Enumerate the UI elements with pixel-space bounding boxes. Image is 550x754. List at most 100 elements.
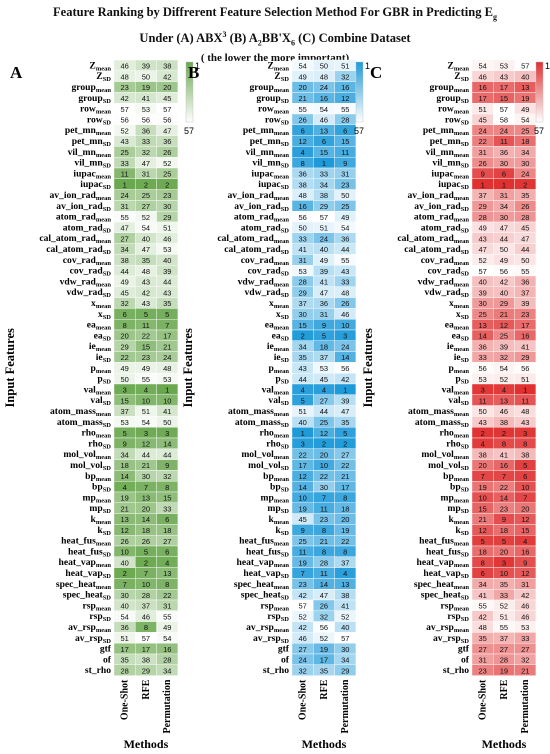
cell-value: 4	[523, 537, 527, 546]
cell-value: 29	[163, 213, 171, 222]
cell-value: 24	[298, 656, 306, 665]
cell-value: 44	[142, 450, 150, 459]
cell-value: 38	[120, 256, 128, 265]
cell-value: 40	[120, 558, 128, 567]
row-label: av_ion_radmean	[49, 190, 111, 202]
cell-value: 36	[500, 148, 508, 157]
cell-value: 48	[142, 267, 150, 276]
cell-value: 7	[144, 569, 148, 578]
row-label: cal_atom_radmean	[39, 233, 111, 245]
cell-value: 27	[500, 645, 508, 654]
cell-value: 48	[341, 288, 349, 297]
cell-value: 40	[142, 234, 150, 243]
row-label: atom_massSD	[415, 417, 469, 429]
cell-value: 36	[341, 234, 349, 243]
cell-value: 25	[320, 418, 328, 427]
cell-value: 1	[165, 386, 169, 395]
cell-value: 30	[320, 483, 328, 492]
cell-value: 50	[142, 72, 150, 81]
cell-value: 39	[320, 267, 328, 276]
cell-value: 37	[341, 558, 349, 567]
row-label: pSD	[455, 374, 469, 386]
cell-value: 1	[322, 159, 326, 168]
cell-value: 18	[521, 137, 529, 146]
cell-value: 23	[521, 310, 529, 319]
row-label: cov_radmean	[241, 255, 290, 267]
cell-value: 8	[165, 483, 169, 492]
cell-value: 30	[341, 645, 349, 654]
cell-value: 10	[521, 483, 529, 492]
cell-value: 44	[341, 245, 349, 254]
cell-value: 9	[165, 461, 169, 470]
cell-value: 24	[320, 83, 328, 92]
row-label: iupacSD	[438, 179, 469, 191]
row-label: pet_mnSD	[72, 136, 112, 148]
cell-value: 28	[320, 558, 328, 567]
cell-value: 25	[163, 170, 171, 179]
cell-value: 12	[320, 429, 328, 438]
cell-value: 44	[320, 407, 328, 416]
row-label: mpmean	[83, 492, 112, 504]
column-label: One-Shot	[478, 679, 489, 720]
cell-value: 45	[120, 288, 128, 297]
cell-value: 33	[320, 170, 328, 179]
row-label: mpmean	[261, 492, 290, 504]
cell-value: 25	[142, 191, 150, 200]
cell-value: 51	[478, 105, 486, 114]
row-label: eamean	[445, 320, 470, 332]
cell-value: 7	[322, 494, 326, 503]
row-label: rowSD	[87, 114, 111, 126]
cell-value: 8	[343, 494, 347, 503]
row-label: xSD	[98, 309, 111, 321]
cell-value: 42	[521, 591, 529, 600]
cell-value: 46	[478, 72, 486, 81]
cell-value: 37	[521, 288, 529, 297]
cell-value: 57	[500, 105, 508, 114]
cell-value: 17	[120, 645, 128, 654]
row-label: valmean	[84, 384, 112, 396]
cell-value: 51	[320, 224, 328, 233]
cell-value: 4	[144, 386, 148, 395]
row-label: groupSD	[78, 93, 111, 105]
column-label: Permutation	[162, 679, 173, 733]
cell-value: 23	[142, 353, 150, 362]
cell-value: 10	[341, 321, 349, 330]
cell-value: 2	[123, 569, 127, 578]
cell-value: 11	[121, 170, 129, 179]
cell-value: 49	[120, 364, 128, 373]
cell-value: 53	[142, 105, 150, 114]
row-label: atom_radmean	[234, 212, 290, 224]
row-label: iupacmean	[431, 168, 469, 180]
cell-value: 41	[142, 94, 150, 103]
cell-value: 10	[163, 396, 171, 405]
cell-value: 15	[163, 494, 171, 503]
cell-value: 41	[320, 278, 328, 287]
row-label: pmean	[90, 363, 111, 375]
cell-value: 14	[320, 580, 328, 589]
cell-value: 49	[120, 278, 128, 287]
cell-value: 48	[163, 364, 171, 373]
cell-value: 52	[478, 256, 486, 265]
chart-title-line2: Under (A) ABX3 (B) A2BB'X6 (C) Combine D…	[139, 29, 411, 48]
cell-value: 30	[298, 310, 306, 319]
cell-value: 41	[521, 342, 529, 351]
cell-value: 57	[120, 105, 128, 114]
cell-value: 29	[521, 353, 529, 362]
cell-value: 38	[341, 591, 349, 600]
cell-value: 3	[523, 429, 527, 438]
heatmap-cell	[514, 664, 537, 676]
row-label: groupmean	[249, 82, 289, 94]
cell-value: 15	[341, 137, 349, 146]
cell-value: 34	[478, 580, 486, 589]
cell-value: 20	[298, 83, 306, 92]
cell-value: 13	[500, 396, 508, 405]
cell-value: 38	[298, 180, 306, 189]
cell-value: 40	[163, 256, 171, 265]
cell-value: 28	[120, 666, 128, 675]
row-label: kmean	[268, 514, 289, 526]
cell-value: 16	[341, 83, 349, 92]
row-label: heat_vapmean	[417, 557, 470, 569]
cell-value: 47	[478, 245, 486, 254]
cell-value: 31	[163, 602, 171, 611]
